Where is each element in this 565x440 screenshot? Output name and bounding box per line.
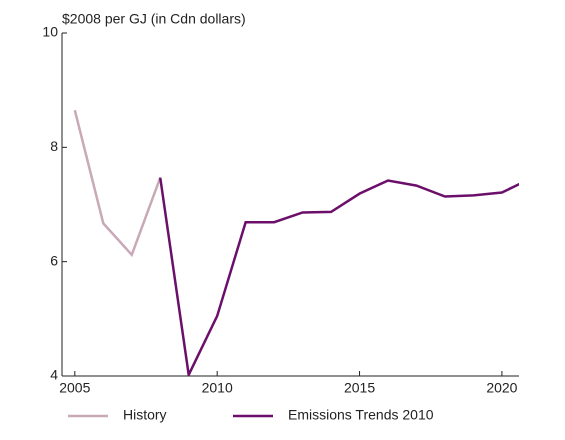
y-tick-label: 4	[50, 367, 58, 383]
line	[73, 109, 162, 258]
x-tick-label: 2020	[486, 380, 517, 396]
legend-label: History	[123, 407, 167, 423]
chart-title: $2008 per GJ (in Cdn dollars)	[62, 11, 246, 27]
plot-area	[73, 109, 519, 376]
x-tick-label: 2010	[202, 380, 233, 396]
x-tick-label: 2015	[344, 380, 375, 396]
y-tick-label: 8	[50, 138, 58, 154]
x-tick-label: 2005	[59, 380, 90, 396]
line	[158, 177, 519, 376]
y-tick-label: 10	[42, 24, 58, 40]
y-tick-label: 6	[50, 252, 58, 268]
legend-label: Emissions Trends 2010	[288, 407, 434, 423]
